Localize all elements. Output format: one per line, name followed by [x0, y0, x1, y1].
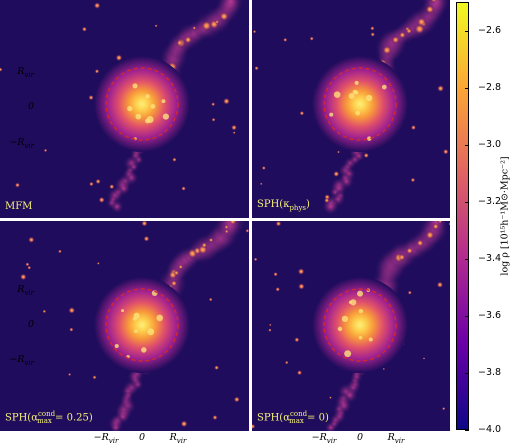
y-tick-bottom-zero: 0 [27, 319, 34, 330]
colorbar-tick-label: −4.0 [478, 424, 502, 435]
colorbar-tick-label: −2.6 [478, 24, 502, 36]
x-tick-left-rvir: Rvir [169, 432, 187, 445]
colorbar-tick-label: −3.2 [478, 195, 502, 207]
x-tick-left-zero: 0 [138, 432, 146, 443]
colorbar-tick [465, 430, 469, 431]
y-tick-top-neg-rvir: −Rvir [9, 137, 34, 150]
colorbar-tick-label: −2.8 [478, 81, 502, 93]
colorbar [456, 2, 469, 430]
colorbar-tick-label: −3.8 [478, 366, 502, 378]
panel-bottom-right: SPH(αcondmax = 0) [252, 221, 450, 431]
density-map [0, 221, 249, 431]
panel-top-left: MFM [0, 0, 249, 218]
colorbar-label: log ρ [10¹⁵h⁻¹M⊙·Mpc⁻²] [499, 156, 511, 276]
colorbar-tick [465, 201, 469, 203]
x-tick-right-rvir: Rvir [387, 432, 405, 445]
colorbar-tick [465, 87, 469, 89]
colorbar-tick [465, 372, 469, 374]
panel-label: SPH(αcondmax = 0) [257, 409, 329, 425]
y-tick-bottom-neg-rvir: −Rvir [9, 354, 34, 367]
panel-label: SPH(αcondmax = 0.25) [5, 409, 93, 425]
density-map [252, 0, 450, 218]
colorbar-tick-label: −3.0 [478, 138, 502, 150]
density-map [252, 221, 450, 431]
panel-bottom-left: SPH(αcondmax = 0.25) [0, 221, 249, 431]
x-tick-right-neg-rvir: −Rvir [311, 432, 337, 445]
x-tick-left-neg-rvir: −Rvir [93, 432, 119, 445]
colorbar-tick [465, 30, 469, 32]
colorbar-tick-label: −3.6 [478, 309, 502, 321]
density-map [0, 0, 249, 218]
x-tick-right-zero: 0 [356, 432, 364, 443]
colorbar-tick [465, 144, 469, 146]
colorbar-tick-label: −3.4 [478, 252, 502, 264]
y-tick-top-zero: 0 [27, 101, 34, 112]
colorbar-tick [465, 315, 469, 317]
panel-label: SPH(κphys) [257, 199, 310, 212]
panel-label: MFM [5, 201, 33, 212]
colorbar-tick [465, 258, 469, 260]
y-tick-bottom-rvir: Rvir [17, 284, 34, 297]
y-tick-top-rvir: Rvir [17, 66, 34, 79]
panel-top-right: SPH(κphys) [252, 0, 450, 218]
